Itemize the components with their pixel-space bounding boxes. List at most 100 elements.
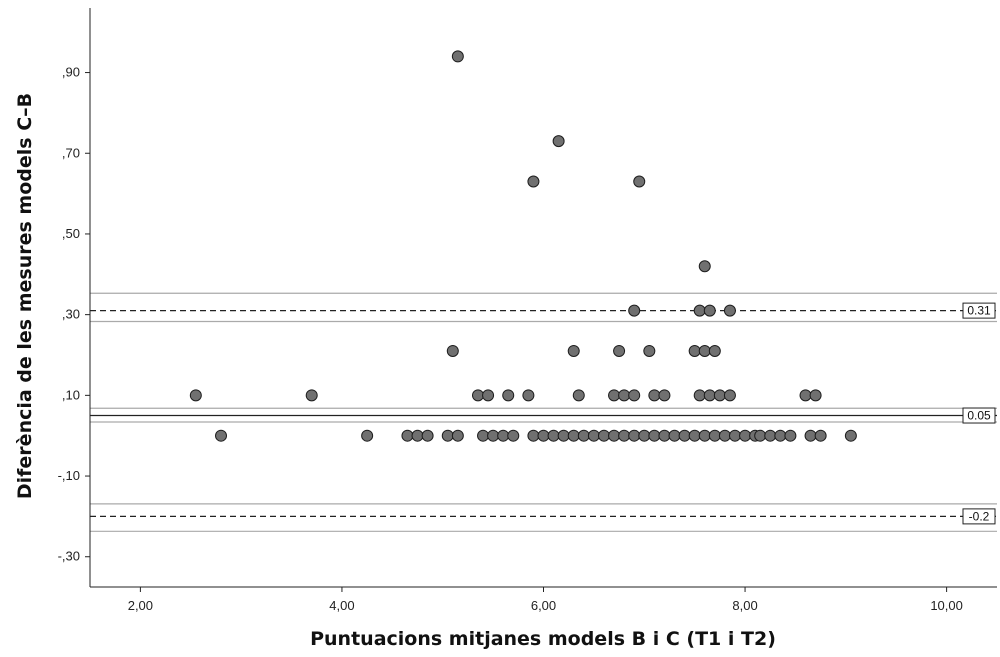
data-point: [693, 389, 706, 402]
data-point: [799, 389, 812, 402]
data-point: [658, 429, 671, 442]
data-point: [698, 429, 711, 442]
data-point: [597, 429, 610, 442]
axes: [85, 8, 997, 592]
data-point: [411, 429, 424, 442]
data-point: [507, 429, 520, 442]
data-point: [618, 389, 631, 402]
data-point: [421, 429, 434, 442]
data-point: [723, 389, 736, 402]
data-point: [739, 429, 752, 442]
data-point: [628, 389, 641, 402]
reference-label-box: [962, 302, 996, 319]
data-point: [804, 429, 817, 442]
data-point: [305, 389, 318, 402]
reference-label-box: [962, 508, 996, 525]
data-point: [446, 344, 459, 357]
data-point: [754, 429, 767, 442]
data-point: [189, 389, 202, 402]
data-point: [728, 429, 741, 442]
data-point: [723, 304, 736, 317]
data-point: [537, 429, 550, 442]
y-axis-title: Diferència de les mesures models C–B: [14, 93, 36, 499]
data-point: [557, 429, 570, 442]
data-point: [718, 429, 731, 442]
data-point: [814, 429, 827, 442]
data-point: [698, 344, 711, 357]
reference-label: -0.2: [969, 509, 990, 523]
reference-label: 0.31: [967, 304, 991, 318]
data-point: [547, 429, 560, 442]
y-tick-label: -,10: [58, 468, 80, 483]
data-point: [527, 429, 540, 442]
data-point: [497, 429, 510, 442]
y-tick-label: ,90: [62, 65, 80, 80]
data-point: [688, 429, 701, 442]
x-tick-label: 8,00: [732, 598, 757, 613]
data-point: [678, 429, 691, 442]
tick-labels: 2,00 4,00 6,00 8,00 10,00 -,30 -,10 ,10 ,30 ,50 ,7…: [58, 65, 963, 613]
data-point: [708, 429, 721, 442]
data-point: [577, 429, 590, 442]
data-point: [552, 135, 565, 148]
data-point: [482, 389, 495, 402]
data-point: [764, 429, 777, 442]
data-point: [567, 344, 580, 357]
data-point: [451, 50, 464, 63]
data-point: [708, 344, 721, 357]
data-point: [643, 344, 656, 357]
reference-label-box: [962, 407, 996, 424]
y-tick-label: ,70: [62, 145, 80, 160]
data-point: [441, 429, 454, 442]
data-point: [572, 389, 585, 402]
data-point: [361, 429, 374, 442]
data-point: [567, 429, 580, 442]
reference-label: 0.05: [967, 409, 991, 423]
data-point: [648, 429, 661, 442]
data-point: [502, 389, 515, 402]
data-point: [618, 429, 631, 442]
data-point: [713, 389, 726, 402]
y-tick-label: ,50: [62, 226, 80, 241]
x-tick-label: 6,00: [531, 598, 556, 613]
data-point: [638, 429, 651, 442]
data-point: [844, 429, 857, 442]
reference-lines: [90, 292, 997, 532]
data-points: [189, 50, 857, 442]
x-tick-label: 2,00: [128, 598, 153, 613]
y-tick-label: ,10: [62, 387, 80, 402]
data-point: [477, 429, 490, 442]
y-tick-label: -,30: [58, 549, 80, 564]
data-point: [628, 429, 641, 442]
data-point: [633, 175, 646, 188]
data-point: [522, 389, 535, 402]
data-point: [658, 389, 671, 402]
data-point: [774, 429, 787, 442]
data-point: [703, 389, 716, 402]
x-tick-label: 10,00: [930, 598, 963, 613]
reference-line-labels: 0.31 0.05 -0.2: [962, 302, 996, 525]
data-point: [693, 304, 706, 317]
data-point: [608, 429, 621, 442]
data-point: [608, 389, 621, 402]
data-point: [784, 429, 797, 442]
data-point: [809, 389, 822, 402]
data-point: [471, 389, 484, 402]
data-point: [527, 175, 540, 188]
data-point: [215, 429, 228, 442]
data-point: [703, 304, 716, 317]
x-axis-title: Puntuacions mitjanes models B i C (T1 i …: [310, 628, 776, 650]
data-point: [587, 429, 600, 442]
x-tick-label: 4,00: [329, 598, 354, 613]
data-point: [668, 429, 681, 442]
y-tick-label: ,30: [62, 307, 80, 322]
data-point: [487, 429, 500, 442]
data-point: [648, 389, 661, 402]
data-point: [628, 304, 641, 317]
data-point: [698, 260, 711, 273]
data-point: [613, 344, 626, 357]
data-point: [688, 344, 701, 357]
data-point: [401, 429, 414, 442]
data-point: [451, 429, 464, 442]
